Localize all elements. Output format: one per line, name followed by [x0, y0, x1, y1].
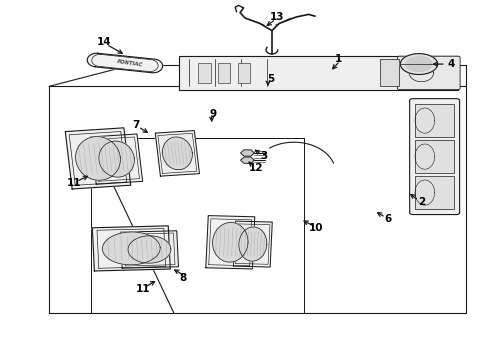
Polygon shape — [102, 232, 160, 265]
Polygon shape — [99, 141, 134, 177]
Text: 13: 13 — [270, 12, 284, 22]
Text: 14: 14 — [97, 37, 111, 48]
Text: 11: 11 — [136, 284, 150, 294]
Polygon shape — [206, 216, 255, 269]
Polygon shape — [65, 128, 131, 189]
Text: 2: 2 — [418, 197, 425, 207]
Text: 11: 11 — [67, 178, 82, 188]
Text: 3: 3 — [260, 151, 267, 161]
Polygon shape — [75, 136, 121, 180]
Text: 1: 1 — [335, 54, 342, 64]
Polygon shape — [239, 227, 267, 261]
Polygon shape — [121, 231, 178, 268]
Polygon shape — [87, 53, 163, 73]
Bar — [380, 59, 399, 86]
FancyBboxPatch shape — [397, 56, 460, 90]
Polygon shape — [162, 137, 193, 170]
Text: 6: 6 — [385, 214, 392, 224]
Bar — [179, 56, 458, 90]
Text: 8: 8 — [180, 273, 187, 283]
Bar — [415, 104, 454, 137]
Text: PONTIAC: PONTIAC — [117, 59, 143, 67]
Text: 9: 9 — [210, 109, 217, 120]
Polygon shape — [233, 221, 272, 267]
Polygon shape — [128, 236, 171, 263]
Bar — [218, 63, 230, 83]
Polygon shape — [400, 54, 438, 75]
Text: 7: 7 — [132, 120, 140, 130]
Polygon shape — [92, 226, 171, 271]
Polygon shape — [406, 57, 432, 71]
Polygon shape — [241, 150, 254, 156]
Text: 4: 4 — [447, 59, 455, 69]
Polygon shape — [241, 157, 254, 163]
Text: 10: 10 — [309, 222, 323, 233]
Text: 5: 5 — [267, 74, 274, 84]
FancyBboxPatch shape — [410, 99, 460, 215]
Polygon shape — [213, 222, 248, 262]
Bar — [415, 176, 454, 209]
Bar — [415, 140, 454, 173]
Bar — [238, 63, 250, 83]
Polygon shape — [155, 131, 199, 176]
Text: 12: 12 — [248, 163, 263, 173]
Polygon shape — [91, 134, 143, 184]
Bar — [198, 63, 211, 83]
